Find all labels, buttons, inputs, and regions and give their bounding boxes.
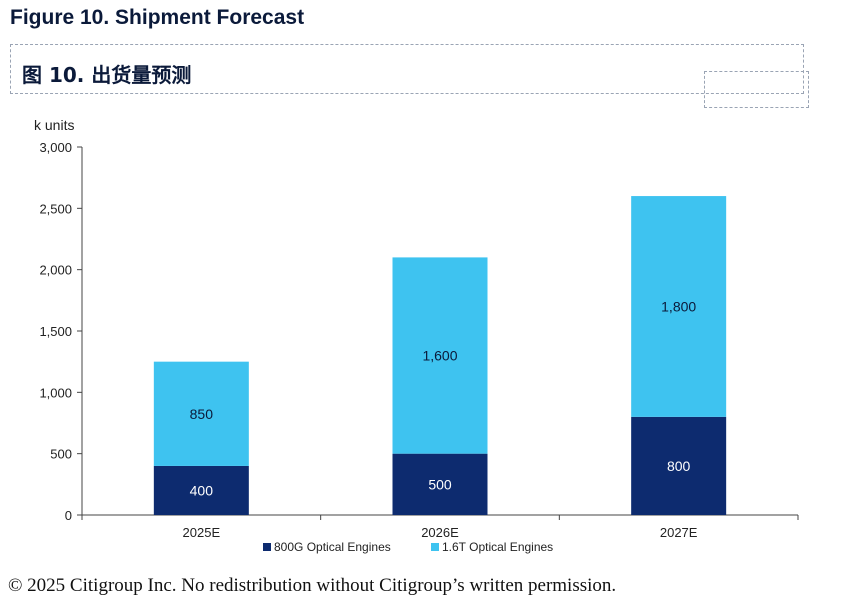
copyright-notice: © 2025 Citigroup Inc. No redistribution … xyxy=(8,575,617,596)
y-tick-label: 3,000 xyxy=(39,140,72,155)
legend-swatch xyxy=(431,543,439,551)
bar-segment xyxy=(153,361,249,466)
legend-label: 800G Optical Engines xyxy=(274,540,391,554)
y-tick-label: 2,000 xyxy=(39,263,72,278)
legend-swatch xyxy=(263,543,271,551)
y-tick-label: 1,000 xyxy=(39,385,72,400)
y-tick-label: 2,500 xyxy=(39,201,72,216)
y-tick-label: 500 xyxy=(50,447,72,462)
data-label: 500 xyxy=(428,476,452,492)
bar-segment xyxy=(153,465,249,515)
bar-segment xyxy=(631,196,727,417)
y-tick-label: 1,500 xyxy=(39,324,72,339)
data-label: 850 xyxy=(190,406,214,422)
bar-segment xyxy=(392,453,488,515)
data-label: 1,800 xyxy=(661,298,696,314)
data-label: 400 xyxy=(190,482,214,498)
bar-segment xyxy=(631,416,727,515)
x-tick-label: 2026E xyxy=(421,525,459,540)
legend-label: 1.6T Optical Engines xyxy=(442,540,553,554)
x-tick-label: 2025E xyxy=(183,525,221,540)
figure-title: Figure 10. Shipment Forecast xyxy=(10,6,305,29)
chinese-subtitle: 图 10. 出货量预测 xyxy=(22,63,192,87)
y-tick-label: 0 xyxy=(65,508,72,523)
subtitle-box xyxy=(10,44,804,94)
placeholder-box xyxy=(704,71,809,108)
bar-segment xyxy=(392,257,488,454)
data-label: 1,600 xyxy=(422,348,457,364)
y-axis-unit-label: k units xyxy=(34,117,75,133)
data-label: 800 xyxy=(667,458,691,474)
x-tick-label: 2027E xyxy=(660,525,698,540)
